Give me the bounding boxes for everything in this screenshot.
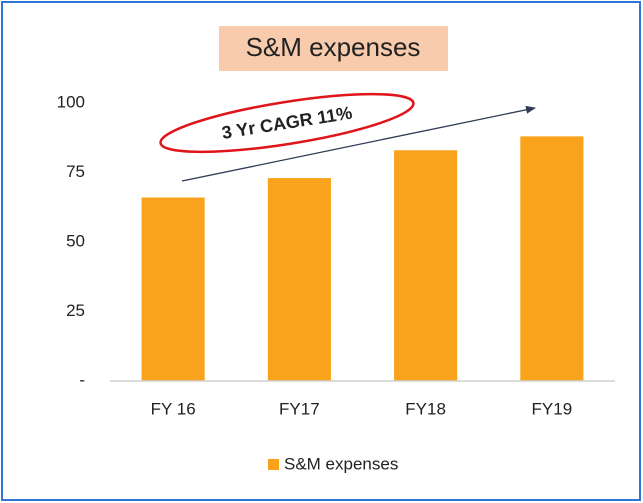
legend-swatch bbox=[268, 459, 279, 470]
title-box bbox=[219, 26, 448, 71]
x-tick-label: FY18 bbox=[405, 399, 446, 418]
y-tick-label: - bbox=[79, 370, 85, 389]
bar bbox=[394, 150, 458, 381]
x-tick-label: FY 16 bbox=[151, 399, 196, 418]
y-tick-label: 25 bbox=[66, 301, 85, 320]
x-tick-label: FY17 bbox=[279, 399, 320, 418]
bar bbox=[141, 197, 205, 381]
legend-label: S&M expenses bbox=[284, 454, 398, 473]
chart-title: S&M expenses bbox=[246, 32, 421, 62]
y-tick-label: 100 bbox=[57, 92, 85, 111]
bar bbox=[520, 136, 584, 381]
trend-arrow bbox=[181, 105, 536, 182]
bar bbox=[267, 178, 331, 381]
y-tick-label: 75 bbox=[66, 162, 85, 181]
y-tick-label: 50 bbox=[66, 231, 85, 250]
annotation-ellipse bbox=[159, 92, 415, 154]
x-tick-label: FY19 bbox=[532, 399, 573, 418]
